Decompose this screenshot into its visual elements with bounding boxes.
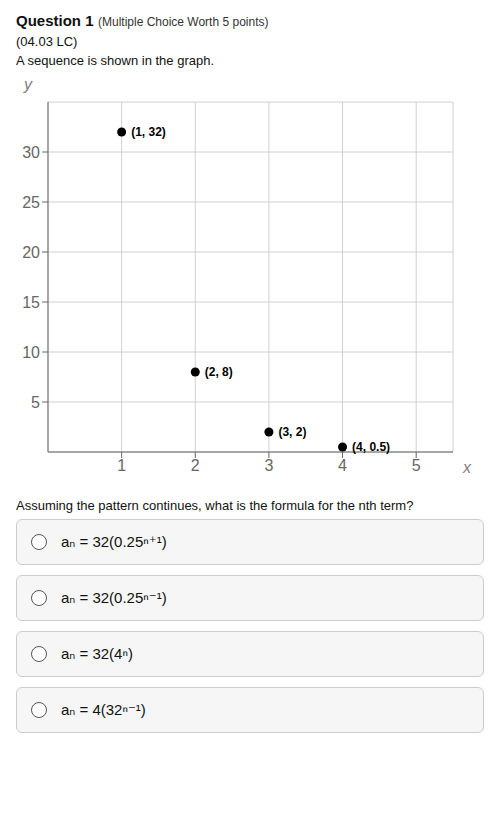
svg-text:1: 1: [117, 457, 126, 474]
svg-text:25: 25: [22, 194, 40, 211]
svg-text:5: 5: [31, 394, 40, 411]
html-text:Question 1 (Multiple Choice Wo: Question 1 (Multiple Choice Worth 5 poin…: [16, 12, 269, 29]
svg-text:15: 15: [22, 294, 40, 311]
svg-text:(2, 8): (2, 8): [205, 365, 233, 379]
svg-text:20: 20: [22, 244, 40, 261]
svg-text:30: 30: [22, 144, 40, 161]
svg-text:(3, 2): (3, 2): [278, 425, 306, 439]
svg-text:5: 5: [412, 457, 421, 474]
svg-text:(1, 32): (1, 32): [131, 125, 166, 139]
svg-text:x: x: [462, 459, 472, 476]
html-text:Assuming the pattern continues: Assuming the pattern continues, what is …: [16, 498, 414, 513]
html-text:aₙ = 4(32ⁿ⁻¹): aₙ = 4(32ⁿ⁻¹): [61, 701, 146, 718]
svg-text:3: 3: [264, 457, 273, 474]
svg-text:(4, 0.5): (4, 0.5): [352, 440, 390, 454]
svg-text:2: 2: [191, 457, 200, 474]
svg-text:10: 10: [22, 344, 40, 361]
html-text:(04.03 LC): (04.03 LC): [16, 34, 78, 49]
html-text:A sequence is shown in the gra: A sequence is shown in the graph.: [16, 53, 214, 68]
html-text:aₙ = 32(0.25ⁿ⁺¹): aₙ = 32(0.25ⁿ⁺¹): [61, 533, 167, 550]
html-text:aₙ = 32(4ⁿ): aₙ = 32(4ⁿ): [61, 645, 133, 662]
html-text:aₙ = 32(0.25ⁿ⁻¹): aₙ = 32(0.25ⁿ⁻¹): [61, 589, 167, 606]
svg-text:4: 4: [338, 457, 347, 474]
svg-text:y: y: [23, 76, 33, 93]
